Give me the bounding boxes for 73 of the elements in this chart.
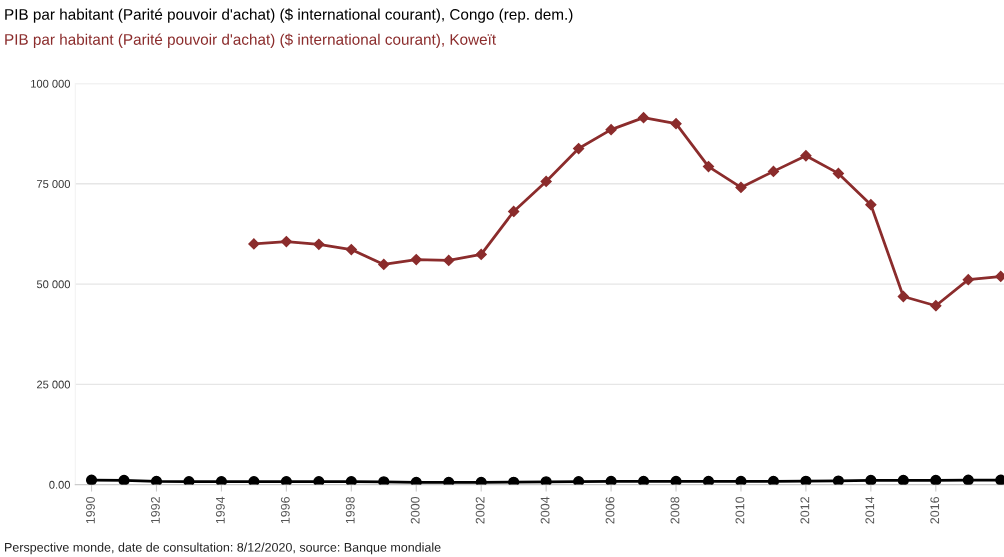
point (832, 167, 844, 179)
point (767, 165, 780, 177)
point (962, 274, 974, 286)
point (150, 475, 163, 485)
point (215, 476, 227, 485)
point (410, 254, 422, 266)
x-tick-label: 2002 (475, 497, 485, 524)
x-tick-label: 1990 (86, 496, 95, 524)
point (800, 475, 812, 485)
text: PIB par habitant (Parité pouvoir d'achat) ($ international courant), Koweït (5, 33, 496, 48)
text: Perspective monde, date de consultation: 8/12/2020, source: Banque mondiale (5, 542, 441, 555)
point (800, 150, 812, 162)
point (930, 474, 942, 485)
point (897, 474, 909, 485)
point (410, 476, 422, 485)
point (670, 475, 682, 485)
text: PIB par habitant (Parité pouvoir d'achat) ($ international courant), Congo (rep. dem.) (5, 8, 573, 23)
point (475, 476, 487, 485)
y-tick-label: 50 000 (36, 280, 71, 289)
point (897, 290, 909, 303)
point (85, 474, 98, 485)
point (702, 160, 715, 173)
point (702, 475, 715, 485)
x-tick-label: 2000 (410, 496, 420, 524)
point (735, 181, 747, 194)
x-tick-label: 2008 (670, 496, 680, 524)
point (832, 475, 844, 485)
x-tick-label: 2014 (865, 496, 875, 524)
point (638, 475, 650, 485)
y-tick-label: 75 000 (37, 180, 71, 188)
x-tick-label: 1996 (280, 496, 290, 524)
point (378, 476, 390, 485)
point (735, 475, 747, 485)
point (443, 254, 455, 267)
x-tick-label: 1994 (215, 496, 225, 524)
point (248, 476, 260, 485)
point (670, 118, 682, 130)
point (930, 300, 942, 312)
y-tick-label: 100 000 (31, 79, 71, 88)
point (508, 205, 520, 218)
point (443, 476, 455, 485)
point (345, 476, 357, 485)
point (313, 238, 325, 250)
point (605, 475, 617, 485)
point (378, 258, 390, 271)
x-tick-label: 2012 (800, 497, 810, 524)
point (962, 474, 974, 485)
y-tick-label: 0.00 (49, 480, 71, 489)
point (280, 235, 292, 248)
point (573, 142, 585, 155)
point (540, 476, 552, 485)
point (573, 476, 585, 485)
point (183, 476, 195, 485)
point (248, 238, 260, 250)
point (605, 124, 617, 136)
point (865, 199, 877, 211)
x-tick-label: 2010 (735, 496, 745, 524)
point (540, 175, 552, 188)
x-tick-label: 1998 (345, 496, 355, 524)
y-tick-label: 25 000 (37, 380, 71, 389)
point (508, 476, 520, 485)
point (313, 476, 325, 485)
point (118, 474, 130, 485)
x-tick-label: 2016 (930, 496, 940, 524)
point (865, 474, 877, 485)
x-tick-label: 1992 (150, 497, 160, 524)
x-tick-label: 2006 (605, 496, 615, 524)
point (767, 475, 780, 485)
point (345, 243, 357, 256)
point (637, 112, 650, 124)
x-tick-label: 2004 (540, 496, 550, 524)
point (475, 248, 487, 260)
point (280, 476, 292, 485)
